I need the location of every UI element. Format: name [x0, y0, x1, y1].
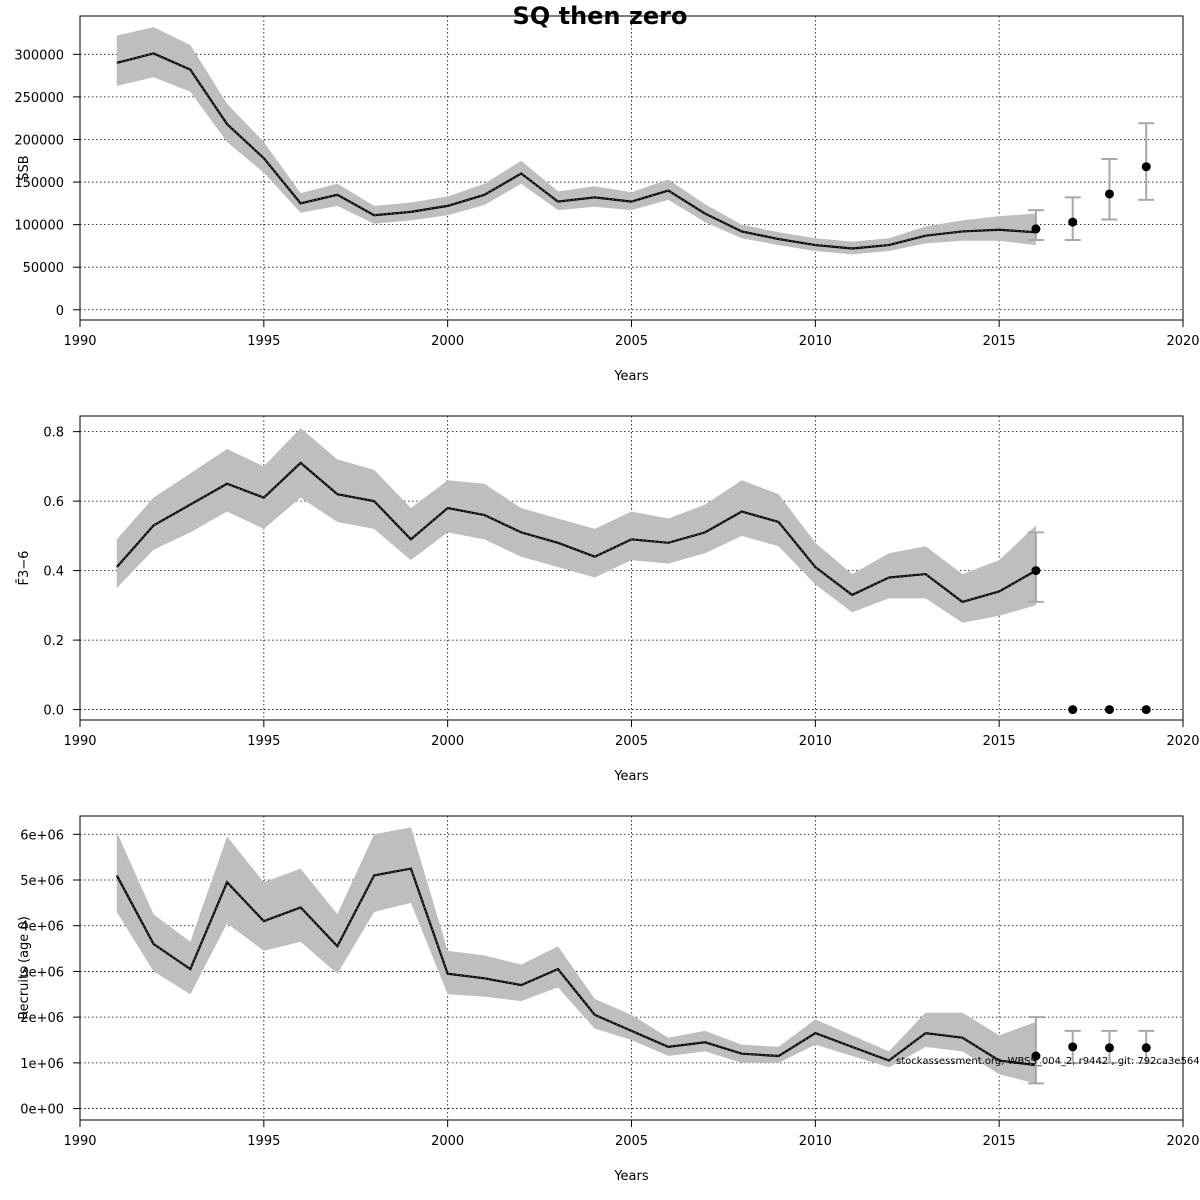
forecast-point [1031, 1051, 1041, 1061]
y-tick-label: 4e+06 [20, 920, 64, 935]
y-tick-label: 0.8 [43, 426, 64, 441]
fbar-panel: 1990 1995 2000 2005 2010 2015 2020 0.0 0.2 0.4 0.6… [17, 415, 1200, 784]
forecast-point [1104, 705, 1114, 715]
forecast-point [1141, 705, 1151, 715]
x-tick-label: 1990 [63, 734, 96, 749]
x-axis-title: Years [613, 769, 649, 784]
x-tick-label: 1995 [247, 734, 280, 749]
y-tick-label: 0e+00 [20, 1103, 64, 1118]
x-tick-label: 2005 [615, 334, 648, 349]
y-tick-label: 2e+06 [20, 1011, 64, 1026]
y-tick-label: 200000 [14, 133, 64, 148]
y-tick-label: 6e+06 [20, 828, 64, 843]
x-tick-label: 1995 [247, 1134, 280, 1149]
y-tick-label: 3e+06 [20, 965, 64, 980]
y-tick-label: 5e+06 [20, 874, 64, 889]
x-tick-label: 2010 [799, 734, 832, 749]
x-tick-label: 2005 [615, 1134, 648, 1149]
forecast-point [1068, 1042, 1078, 1052]
x-tick-label: 1990 [63, 1134, 96, 1149]
forecast-point [1031, 566, 1041, 576]
x-tick-label: 2015 [983, 734, 1016, 749]
forecast-point [1141, 162, 1151, 172]
x-axis-title: Years [613, 1169, 649, 1184]
x-tick-label: 2010 [799, 1134, 832, 1149]
confidence-band [116, 428, 1036, 623]
x-tick-label: 2020 [1166, 734, 1199, 749]
y-tick-label: 100000 [14, 219, 64, 234]
x-tick-label: 2010 [799, 334, 832, 349]
y-tick-label: 0 [56, 304, 64, 319]
forecast-point [1068, 217, 1078, 227]
forecast-point [1141, 1043, 1151, 1053]
forecast-point [1031, 224, 1041, 234]
x-tick-label: 2005 [615, 734, 648, 749]
y-tick-label: 150000 [14, 176, 64, 191]
y-tick-label: 1e+06 [20, 1057, 64, 1072]
forecast-point [1068, 705, 1078, 715]
y-tick-label: 0.4 [43, 565, 64, 580]
recruits-panel: 1990 1995 2000 2005 2010 2015 2020 0e+00 1e+06 2e… [17, 815, 1200, 1184]
x-tick-label: 2000 [431, 734, 464, 749]
forecast-point [1104, 189, 1114, 199]
x-tick-label: 2020 [1166, 334, 1199, 349]
y-tick-label: 0.6 [43, 495, 64, 510]
x-tick-label: 2000 [431, 334, 464, 349]
y-tick-label: 0.0 [43, 704, 64, 719]
x-tick-label: 2015 [983, 1134, 1016, 1149]
x-tick-label: 1990 [63, 334, 96, 349]
x-tick-label: 2000 [431, 1134, 464, 1149]
estimate-line-dotted [116, 53, 1036, 249]
y-tick-label: 50000 [23, 261, 64, 276]
x-tick-label: 1995 [247, 334, 280, 349]
y-tick-label: 300000 [14, 48, 64, 63]
footnote: stockassessment.org, WBSS_004_2, r9442 ,… [896, 1056, 1200, 1067]
confidence-band [116, 27, 1036, 255]
estimate-line-dotted [116, 462, 1037, 603]
estimate-line-dotted [116, 868, 1036, 1066]
y-tick-label: 250000 [14, 91, 64, 106]
y-axis-title: Recruits (age 0) [17, 916, 32, 1020]
y-tick-label: 0.2 [43, 634, 64, 649]
y-axis-title: SSB [17, 155, 32, 180]
ssb-panel: 1990 1995 2000 2005 2010 2015 2020 0 50000 100000… [14, 15, 1200, 384]
x-axis-title: Years [613, 369, 649, 384]
x-tick-label: 2020 [1166, 1134, 1199, 1149]
forecast-point [1104, 1043, 1114, 1053]
y-axis-title: F̄3−6 [17, 551, 32, 586]
x-tick-label: 2015 [983, 334, 1016, 349]
